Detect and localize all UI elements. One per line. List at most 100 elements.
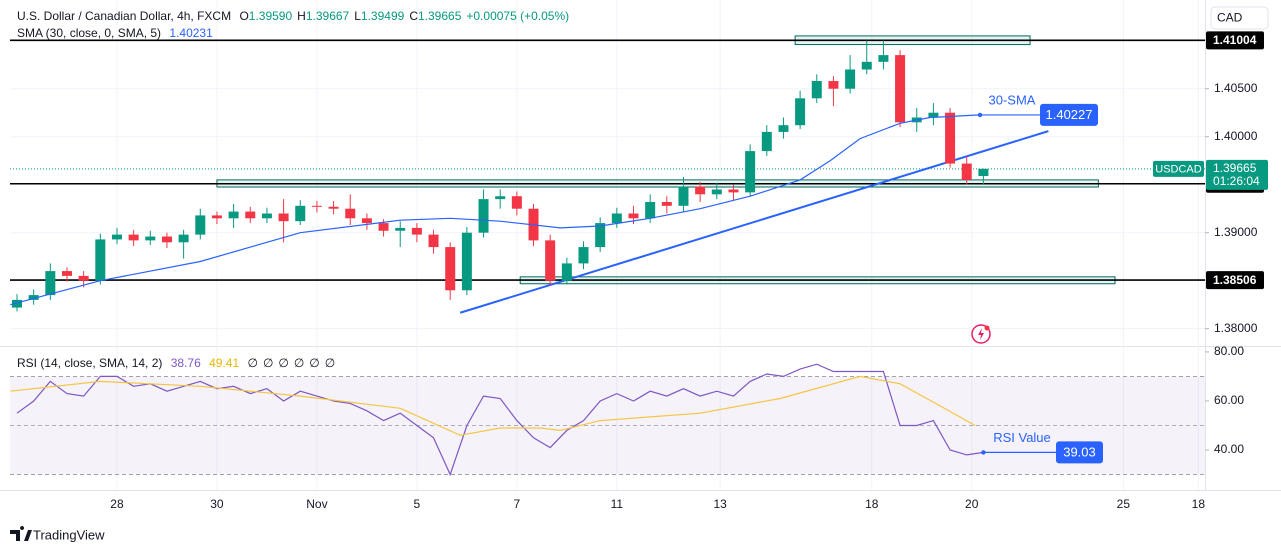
stat-value: 1.39590: [248, 9, 293, 23]
annotation-value: 39.03: [1063, 444, 1096, 459]
y-tick-label: 80.00: [1214, 344, 1244, 358]
candle-body: [545, 240, 556, 281]
annotation-dot: [977, 112, 983, 118]
empty-value: ∅: [309, 356, 320, 370]
candle-body: [211, 215, 222, 219]
symbol-title: U.S. Dollar / Canadian Dollar, 4h, FXCM: [17, 9, 232, 23]
candle-body: [578, 247, 589, 264]
candle-body: [595, 223, 606, 248]
rsi-title: RSI (14, close, SMA, 14, 2): [17, 356, 163, 370]
annotation-value: 1.40227: [1046, 107, 1093, 122]
y-tick-label: 1.40000: [1214, 129, 1258, 143]
event-icon-dot: [984, 325, 990, 331]
candle-body: [261, 213, 272, 219]
candle-body: [645, 201, 656, 219]
rsi-ma-value: 49.41: [209, 356, 240, 370]
event-icon-bolt: [978, 328, 984, 340]
event-icon[interactable]: [971, 324, 991, 344]
level-price-label: 1.38506: [1213, 273, 1257, 287]
candle-body: [345, 208, 356, 219]
candle-body: [145, 236, 156, 241]
candle-body: [561, 263, 572, 281]
candle-body: [711, 189, 722, 195]
candle-body: [278, 213, 289, 222]
sma-value: 1.40231: [169, 26, 213, 40]
brand-logo: [10, 526, 32, 541]
candle-body: [761, 131, 772, 152]
brand-name: TradingView: [33, 527, 105, 542]
candle-body: [811, 81, 822, 99]
x-tick-label: 11: [611, 497, 624, 511]
stat-key: C: [409, 9, 418, 23]
stat-value: 1.39665: [417, 9, 462, 23]
stat-value: 1.39499: [360, 9, 405, 23]
change: +0.00075 (+0.05%): [466, 9, 570, 23]
series-line: [10, 375, 976, 436]
candle-body: [78, 275, 89, 281]
sma-header: SMA (30, close, 0, SMA, 5) 1.40231: [17, 26, 218, 40]
stat-key: O: [239, 9, 249, 23]
sma-name: SMA (30, close, 0, SMA, 5): [17, 26, 162, 40]
candle-body: [728, 189, 739, 193]
annotation-text: 30-SMA: [989, 92, 1036, 107]
candle-body: [128, 234, 139, 241]
candle-body: [678, 186, 689, 206]
symbol-tag-label: USDCAD: [1155, 163, 1202, 175]
stat-key: H: [297, 9, 306, 23]
candle-body: [161, 236, 172, 243]
candle-body: [428, 234, 439, 248]
y-tick-label: 40.00: [1214, 442, 1244, 456]
stat-value: 1.39667: [305, 9, 350, 23]
stat-key: L: [354, 9, 361, 23]
last-price-label: 1.39665: [1213, 161, 1257, 175]
x-tick-label: 18: [1192, 497, 1206, 511]
candle-body: [328, 206, 339, 209]
empty-value: ∅: [247, 356, 258, 370]
candle-body: [95, 239, 106, 281]
level-price-box: [1206, 31, 1264, 50]
rsi-value: 38.76: [170, 356, 201, 370]
candle-body: [111, 234, 122, 240]
currency-badge: [1210, 6, 1269, 30]
candle-body: [878, 55, 889, 62]
empty-value: ∅: [293, 356, 305, 370]
candle-body: [795, 98, 806, 126]
candle-body: [228, 211, 239, 219]
candle-body: [445, 247, 456, 291]
candle-body: [895, 55, 906, 123]
candle-body: [778, 125, 789, 132]
rsi-header: RSI (14, close, SMA, 14, 2) 38.76 49.41 …: [17, 356, 340, 370]
candle-body: [295, 205, 306, 222]
candle-body: [695, 186, 706, 195]
candle-body: [628, 213, 639, 219]
candle-body: [745, 151, 756, 193]
empty-value: ∅: [262, 356, 274, 370]
candle-body: [61, 271, 72, 276]
annotation-dot: [981, 450, 986, 455]
last-price-box: [1206, 159, 1268, 190]
candle-body: [28, 295, 39, 300]
symbol-tag: [1153, 160, 1204, 177]
x-tick-label: 5: [414, 497, 421, 511]
candle-body: [661, 201, 672, 206]
candle-body: [245, 211, 256, 219]
candle-body: [195, 215, 206, 235]
candle-body: [978, 168, 989, 177]
candle-body: [178, 234, 189, 243]
x-tick-label: 7: [514, 497, 521, 511]
x-tick-label: 13: [713, 497, 727, 511]
symbol-header: U.S. Dollar / Canadian Dollar, 4h, FXCM …: [17, 9, 574, 23]
empty-value: ∅: [278, 356, 289, 370]
x-tick-label: 20: [965, 497, 979, 511]
annotation-box: [1040, 103, 1098, 126]
annotation-text: RSI Value: [993, 430, 1051, 445]
y-tick-label: 1.40500: [1214, 81, 1258, 95]
candle-body: [361, 218, 372, 224]
candle-body: [828, 81, 839, 89]
candle-body: [461, 232, 472, 291]
x-tick-label: 30: [210, 497, 224, 511]
candle-body: [945, 112, 956, 164]
annotation-box: [1056, 441, 1103, 464]
